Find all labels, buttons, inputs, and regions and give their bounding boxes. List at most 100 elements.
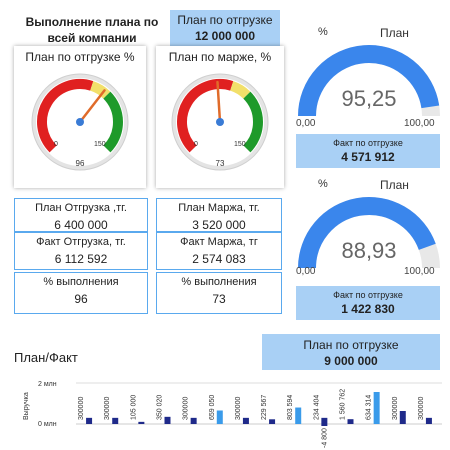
chart-data-label: 300000 — [104, 397, 111, 420]
gauge-yellow-zone — [229, 81, 251, 99]
chart-bar — [138, 421, 145, 424]
chart-ytick: 2 млн — [38, 381, 57, 388]
chart-bar — [190, 417, 197, 424]
chart-bar — [242, 417, 249, 424]
gauge-hub — [216, 118, 224, 126]
chart-data-label: -4 800 — [321, 428, 328, 448]
chart-data-label: 300000 — [183, 397, 190, 420]
gauge-margin-dial: 0 150 73 — [171, 73, 269, 171]
chart-ylabel: Выручка — [23, 392, 30, 420]
donut2-pct-label: % — [318, 178, 328, 190]
donut1-max: 100,00 — [404, 118, 435, 129]
kpi-ship-plan-label: План Отгрузка ,тг. — [35, 202, 127, 214]
donut2-max: 100,00 — [404, 266, 435, 277]
plan-ship-value: 12 000 000 — [194, 29, 256, 43]
chart-data-label: 300000 — [418, 397, 425, 420]
donut2-gauge[interactable] — [294, 190, 444, 270]
kpi-ship-pct-label: % выполнения — [43, 276, 119, 288]
chart-data-label: 803 594 — [287, 395, 294, 420]
kpi-margin-fact-label: Факт Маржа, тг — [180, 236, 258, 248]
kpi-ship-fact-label: Факт Отгрузка, тг. — [36, 236, 126, 248]
chart-bar — [164, 416, 171, 424]
chart-data-label: 1 560 762 — [340, 389, 347, 420]
kpi-ship-pct: % выполнения 96 — [14, 272, 148, 314]
kpi-margin-plan-value: 3 520 000 — [192, 218, 246, 232]
donut1-fact-label: Факт по отгрузке — [333, 138, 403, 148]
bottom-plan-label: План по отгрузке — [303, 338, 399, 352]
donut2-fact-value: 1 422 830 — [341, 302, 395, 316]
gauge-ship-card[interactable]: План по отгрузке % 0 150 96 — [14, 46, 146, 188]
kpi-margin-plan: План Маржа, тг. 3 520 000 — [156, 198, 282, 232]
donut2-min: 0,00 — [296, 266, 316, 277]
gauge-value-label: 96 — [76, 159, 85, 168]
gauge-margin-title: План по марже, % — [168, 50, 272, 64]
chart-data-label: 300000 — [235, 397, 242, 420]
donut1-value: 95,25 — [341, 86, 397, 111]
gauge-max-label: 150 — [94, 141, 106, 148]
donut2-fact-box: Факт по отгрузке 1 422 830 — [296, 286, 440, 320]
chart-ytick: 0 млн — [38, 421, 57, 428]
kpi-ship-pct-value: 96 — [74, 292, 88, 306]
gauge-ship-dial: 0 150 96 — [31, 73, 129, 171]
gauge-value-label: 73 — [216, 159, 225, 168]
chart-data-label: 350 020 — [157, 395, 164, 420]
donut1-fact-value: 4 571 912 — [341, 150, 395, 164]
gauge-green-zone — [103, 91, 123, 153]
bottom-plan-box: План по отгрузке 9 000 000 — [262, 334, 440, 370]
donut1-min: 0,00 — [296, 118, 316, 129]
gauge-red-zone — [37, 79, 94, 153]
gauge-max-label: 150 — [234, 141, 246, 148]
kpi-margin-pct-value: 73 — [212, 292, 226, 306]
chart-bar — [321, 417, 328, 424]
gauge-needle — [78, 89, 106, 124]
kpi-ship-plan: План Отгрузка ,тг. 6 400 000 — [14, 198, 148, 232]
chart-data-label: 634 314 — [366, 395, 373, 420]
chart-data-label: 659 050 — [209, 395, 216, 420]
gauge-min-label: 0 — [54, 141, 58, 148]
chart-data-label: 300000 — [392, 397, 399, 420]
plan-ship-label: План по отгрузке — [177, 13, 273, 27]
chart-bar — [321, 424, 328, 426]
chart-bar — [216, 410, 223, 424]
chart-bar — [269, 419, 276, 424]
kpi-margin-fact-value: 2 574 083 — [192, 252, 246, 266]
gauge-margin-card[interactable]: План по марже, % 0 150 73 — [156, 46, 284, 188]
donut2-fact-label: Факт по отгрузке — [333, 290, 403, 300]
gauge-ship-title: План по отгрузке % — [25, 50, 135, 64]
donut2-value: 88,93 — [341, 238, 397, 263]
gauge-hub — [76, 118, 84, 126]
chart-data-label: 234 404 — [313, 395, 320, 420]
plan-fact-chart[interactable]: Выручка 2 млн 0 млн 300000 300000 105 000 350 … — [0, 370, 450, 450]
gauge-yellow-zone — [89, 81, 111, 99]
kpi-margin-pct-label: % выполнения — [181, 276, 257, 288]
chart-bar — [425, 417, 432, 424]
chart-bar — [86, 417, 93, 424]
kpi-ship-plan-value: 6 400 000 — [54, 218, 108, 232]
gauge-min-label: 0 — [194, 141, 198, 148]
chart-bar — [347, 419, 354, 424]
chart-bar — [295, 407, 302, 424]
gauge-green-zone — [243, 91, 263, 153]
page-title: Выполнение плана по всей компании — [25, 15, 159, 45]
kpi-margin-fact: Факт Маржа, тг 2 574 083 — [156, 232, 282, 270]
kpi-ship-fact: Факт Отгрузка, тг. 6 112 592 — [14, 232, 148, 270]
gauge-needle — [216, 80, 222, 124]
donut-fill — [298, 45, 440, 117]
chart-data-label: 300000 — [78, 397, 85, 420]
chart-data-label: 229 567 — [261, 395, 268, 420]
donut1-gauge[interactable] — [294, 38, 444, 118]
chart-bar — [373, 392, 380, 424]
kpi-margin-plan-label: План Маржа, тг. — [178, 202, 260, 214]
donut1-fact-box: Факт по отгрузке 4 571 912 — [296, 134, 440, 168]
bottom-plan-value: 9 000 000 — [324, 354, 378, 368]
donut2-plan-label: План — [380, 178, 409, 192]
donut1-plan-label: План — [380, 26, 409, 40]
donut1-pct-label: % — [318, 26, 328, 38]
chart-bar — [399, 410, 406, 424]
plan-ship-header: План по отгрузке 12 000 000 — [170, 10, 280, 46]
chart-bar — [112, 417, 119, 424]
donut-fill — [298, 197, 436, 269]
kpi-margin-pct: % выполнения 73 — [156, 272, 282, 314]
kpi-ship-fact-value: 6 112 592 — [54, 252, 108, 266]
chart-data-label: 105 000 — [130, 395, 137, 420]
